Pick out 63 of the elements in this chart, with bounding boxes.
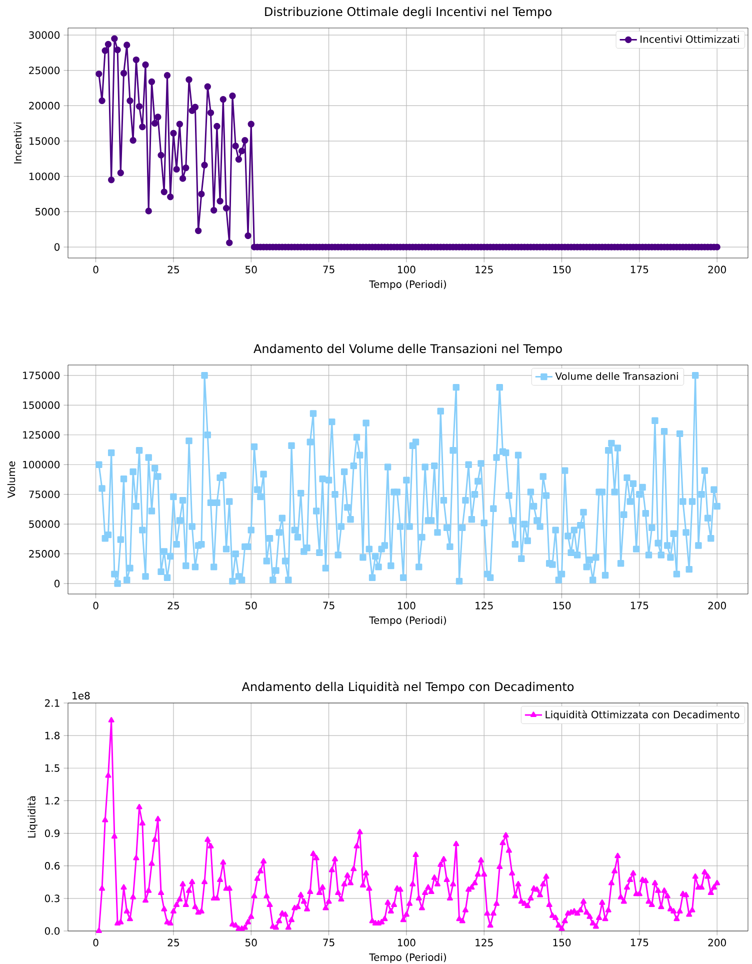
y-tick-label: 25000 (29, 66, 60, 74)
y-tick-label: 1.5 (45, 764, 60, 772)
x-tick-label: 125 (476, 266, 493, 274)
y-tick-label: 30000 (29, 31, 60, 39)
y-tick-label: 25000 (29, 550, 60, 558)
x-tick-label: 125 (476, 938, 493, 946)
y-tick-label: 10000 (29, 172, 60, 180)
y-tick-label: 0.3 (44, 894, 60, 902)
x-tick-label: 75 (323, 602, 334, 610)
y-tick-label: 15000 (29, 137, 60, 145)
y-tick-label: 75000 (29, 490, 60, 498)
y-tick-label: 0.0 (44, 927, 60, 935)
x-tick-label: 100 (398, 938, 416, 946)
x-tick-label: 200 (708, 938, 726, 946)
x-axis-title: Tempo (Periodi) (369, 280, 446, 290)
y-tick-label: 100000 (23, 460, 60, 468)
x-tick-label: 150 (553, 938, 571, 946)
y-tick-label: 2.1 (45, 699, 60, 707)
x-tick-label: 200 (708, 602, 726, 610)
y-tick-label: 175000 (23, 372, 60, 380)
x-tick-label: 50 (246, 938, 257, 946)
y-tick-label: 0 (54, 580, 60, 588)
y-tick-label: 150000 (23, 401, 60, 409)
legend-label: Volume delle Transazioni (555, 372, 678, 380)
y-tick-label: 0.9 (44, 829, 60, 838)
x-tick-label: 25 (168, 266, 179, 274)
y-tick-label: 1.8 (45, 732, 60, 740)
x-tick-label: 175 (630, 938, 648, 946)
y-axis-title: Incentivi (14, 122, 22, 164)
chart-title: Andamento del Volume delle Transazioni nel Tempo (254, 344, 562, 356)
y-tick-label: 20000 (29, 102, 60, 110)
chart-title: Andamento della Liquidità nel Tempo con Decadimento (242, 681, 574, 694)
x-tick-label: 75 (323, 266, 334, 274)
x-tick-label: 125 (476, 602, 493, 610)
y-tick-label: 125000 (23, 431, 60, 439)
x-tick-label: 150 (553, 266, 571, 274)
y-tick-label: 1.2 (45, 796, 60, 804)
x-tick-label: 175 (630, 266, 648, 274)
x-tick-label: 100 (398, 602, 416, 610)
x-axis-title: Tempo (Periodi) (369, 953, 446, 963)
x-tick-label: 25 (168, 602, 179, 610)
y-tick-label: 50000 (29, 520, 60, 528)
x-tick-label: 25 (168, 938, 179, 946)
y-tick-label: 5000 (36, 208, 60, 216)
x-tick-label: 100 (398, 266, 416, 274)
y-tick-label: 0.6 (44, 862, 60, 870)
x-tick-label: 175 (630, 602, 648, 610)
x-tick-label: 150 (553, 602, 571, 610)
y-tick-label: 0 (54, 243, 60, 251)
x-tick-label: 0 (93, 938, 98, 946)
x-tick-label: 200 (708, 266, 726, 274)
x-tick-label: 50 (246, 602, 257, 610)
chart-title: Distribuzione Ottimale degli Incentivi nel Tempo (265, 6, 552, 18)
x-tick-label: 0 (93, 266, 98, 274)
x-tick-label: 75 (323, 938, 334, 946)
text: 1e8 (72, 692, 90, 700)
y-axis-title: Volume (7, 461, 16, 498)
x-axis-title: Tempo (Periodi) (369, 616, 446, 626)
x-tick-label: 0 (93, 602, 98, 610)
legend-label: Incentivi Ottimizzati (640, 35, 739, 43)
y-axis-title: Liquidità (27, 796, 38, 838)
x-tick-label: 50 (246, 266, 257, 274)
legend-label: Liquidità Ottimizzata con Decadimento (546, 710, 740, 720)
